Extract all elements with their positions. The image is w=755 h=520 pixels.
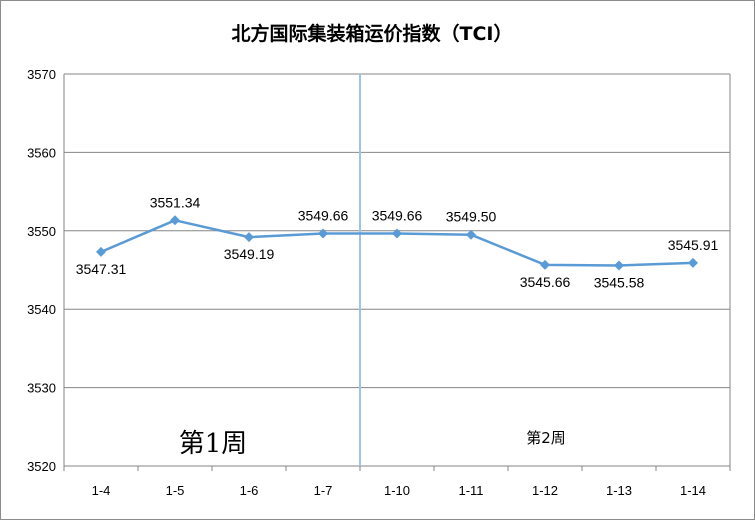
- data-point-marker: [96, 246, 106, 257]
- data-point-marker: [170, 215, 180, 226]
- chart-title: 北方国际集装箱运价指数（TCI）: [232, 22, 513, 45]
- y-tick-label: 3530: [27, 381, 56, 396]
- data-label: 3545.66: [520, 274, 571, 290]
- x-tick-label: 1-7: [314, 483, 333, 498]
- x-tick-label: 1-4: [92, 483, 111, 498]
- y-tick-label: 3550: [27, 224, 56, 239]
- data-point-marker: [466, 229, 476, 240]
- data-label: 3549.19: [224, 246, 275, 262]
- data-label: 3551.34: [150, 194, 201, 210]
- gridlines: [64, 73, 730, 467]
- data-point-marker: [244, 232, 254, 243]
- x-tick-label: 1-6: [240, 483, 259, 498]
- y-tick-label: 3520: [27, 459, 56, 474]
- x-tick-label: 1-13: [606, 483, 632, 498]
- y-tick-label: 3560: [27, 145, 56, 160]
- data-point-marker: [688, 257, 698, 268]
- x-tick-label: 1-11: [458, 483, 483, 498]
- y-tick-label: 3570: [27, 67, 56, 82]
- data-label: 3549.50: [446, 209, 497, 225]
- data-label: 3547.31: [76, 261, 127, 277]
- series-group: [96, 215, 698, 271]
- axes: 3520 3530 3540 3550 3560 3570 1-4 1-5 1-6 1-7 1-10…: [27, 67, 731, 498]
- week1-label: 第1周: [179, 429, 248, 459]
- data-label: 3545.58: [594, 274, 645, 290]
- y-tick-label: 3540: [27, 302, 56, 317]
- data-label: 3545.91: [668, 237, 719, 253]
- data-point-marker: [540, 259, 550, 270]
- x-tick-label: 1-12: [532, 483, 558, 498]
- data-point-marker: [392, 228, 402, 239]
- x-tick-label: 1-10: [384, 483, 410, 498]
- data-point-marker: [318, 228, 328, 239]
- data-label: 3549.66: [298, 207, 349, 223]
- x-tick-label: 1-14: [680, 483, 706, 498]
- x-tick-label: 1-5: [166, 483, 185, 498]
- data-point-marker: [614, 260, 624, 271]
- data-labels: 3547.31 3551.34 3549.19 3549.66 3549.66 3549.…: [76, 194, 719, 290]
- data-label: 3549.66: [372, 207, 423, 223]
- week2-label: 第2周: [526, 429, 566, 447]
- series-line: [100, 219, 694, 267]
